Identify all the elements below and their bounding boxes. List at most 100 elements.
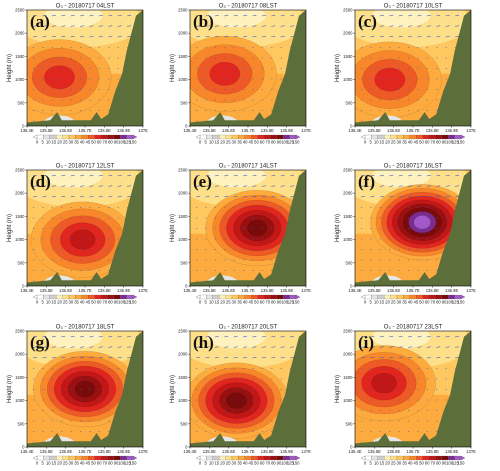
wind-vector [271, 356, 276, 359]
y-tick-label: 1500 [343, 214, 353, 219]
colorbar-swatch [289, 134, 297, 140]
colorbar-swatch [126, 294, 134, 300]
x-tick-label: 135.9E [117, 449, 130, 454]
y-axis-label: Height (m) [335, 214, 341, 242]
colorbar-tick-label: 20 [385, 461, 390, 466]
wind-vector [214, 356, 219, 359]
wind-vector [417, 35, 422, 38]
wind-vector [79, 356, 85, 359]
wind-vector [454, 185, 460, 187]
colorbar-tick-label: 125 [124, 300, 132, 305]
y-tick-label: 1500 [15, 375, 25, 380]
y-tick-label: 500 [346, 421, 354, 426]
colorbar-swatch [390, 455, 398, 461]
colorbar-swatch [364, 294, 372, 300]
x-tick-label: 135.6E [59, 449, 72, 454]
wind-vector [51, 356, 56, 359]
wind-vector [117, 346, 122, 348]
y-tick-label: 2500 [15, 168, 25, 173]
wind-vector [233, 25, 238, 27]
wind-vector [98, 35, 103, 38]
wind-vector [205, 14, 210, 17]
colorbar-swatch [289, 294, 297, 300]
wind-vector [389, 14, 394, 17]
wind-vector [436, 195, 441, 198]
wind-vector [205, 335, 210, 338]
x-tick-label: 135.4E [348, 288, 361, 293]
y-tick-label: 1000 [343, 398, 353, 403]
y-axis-label: Height (m) [335, 375, 341, 403]
colorbar-swatch [219, 134, 226, 140]
colorbar-swatch [199, 294, 207, 300]
wind-vector [117, 195, 122, 198]
wind-vector [289, 25, 295, 27]
wind-vector [61, 25, 66, 27]
wind-vector [289, 356, 295, 359]
y-tick-label: 0 [350, 124, 353, 129]
colorbar-swatch [113, 294, 121, 300]
colorbar-swatch [113, 134, 121, 140]
wind-vector [224, 356, 229, 359]
wind-vector [252, 185, 257, 187]
wind-vector [108, 174, 113, 177]
x-tick-label: 135.8E [426, 449, 439, 454]
wind-vector [61, 356, 66, 359]
wind-vector [32, 35, 38, 38]
wind-vector [271, 195, 276, 198]
colorbar-max-arrow [460, 134, 466, 140]
colorbar-tick-label: 45 [413, 300, 418, 305]
x-tick-label: 135.8E [261, 128, 274, 133]
contour-fill [44, 10, 103, 28]
colorbar-swatch [120, 455, 127, 461]
wind-vector [398, 14, 403, 17]
wind-vector [205, 195, 210, 198]
wind-vector [214, 195, 219, 198]
colorbar-tick-label: 50 [419, 461, 424, 466]
x-tick-label: 135.9E [117, 288, 130, 293]
colorbar-tick-label: 5 [369, 140, 372, 145]
colorbar-tick-label: 25 [63, 300, 68, 305]
colorbar-swatch [448, 294, 455, 300]
panel-letter: (h) [193, 333, 214, 352]
colorbar-tick-label: 45 [85, 300, 90, 305]
wind-vector [398, 346, 403, 348]
panel-letter: (b) [193, 12, 214, 31]
colorbar-swatch [126, 455, 134, 461]
colorbar-tick-label: 0 [364, 461, 367, 466]
colorbar-tick-label: 60 [260, 140, 265, 145]
colorbar-swatch [43, 294, 50, 300]
y-tick-label: 1500 [178, 54, 188, 59]
colorbar-tick-label: 50 [91, 140, 96, 145]
colorbar-tick-label: 50 [254, 140, 259, 145]
terrain [27, 10, 143, 126]
colorbar-tick-label: 10 [374, 300, 379, 305]
wind-vector [233, 35, 238, 38]
x-tick-label: 135.6E [387, 288, 400, 293]
colorbar-swatch [231, 455, 239, 461]
wind-vector [417, 174, 422, 177]
wind-vector [79, 35, 85, 38]
colorbar-tick-label: 90 [277, 300, 282, 305]
wind-vector [89, 195, 94, 198]
wind-vector [214, 335, 219, 338]
wind-vector [117, 356, 122, 359]
colorbar-tick-label: 50 [91, 300, 96, 305]
x-tick-label: 135.8E [98, 128, 111, 133]
wind-vector [89, 346, 94, 348]
colorbar-tick-label: 90 [114, 461, 119, 466]
x-tick-label: 135.7E [406, 288, 419, 293]
wind-vector [280, 346, 285, 348]
terrain [190, 331, 306, 447]
colorbar-swatch [68, 294, 76, 300]
colorbar-tick-label: 150 [458, 300, 466, 305]
colorbar-tick-label: 45 [248, 461, 253, 466]
wind-vector [242, 356, 248, 359]
colorbar-min-arrow [32, 134, 38, 140]
contour-fill [207, 10, 266, 28]
y-tick-label: 0 [22, 284, 25, 289]
colorbar-swatch [409, 294, 417, 300]
contour-fill [226, 392, 247, 409]
colorbar-swatch [441, 294, 449, 300]
colorbar-tick-label: 10 [209, 300, 214, 305]
colorbar-swatch [263, 455, 271, 461]
